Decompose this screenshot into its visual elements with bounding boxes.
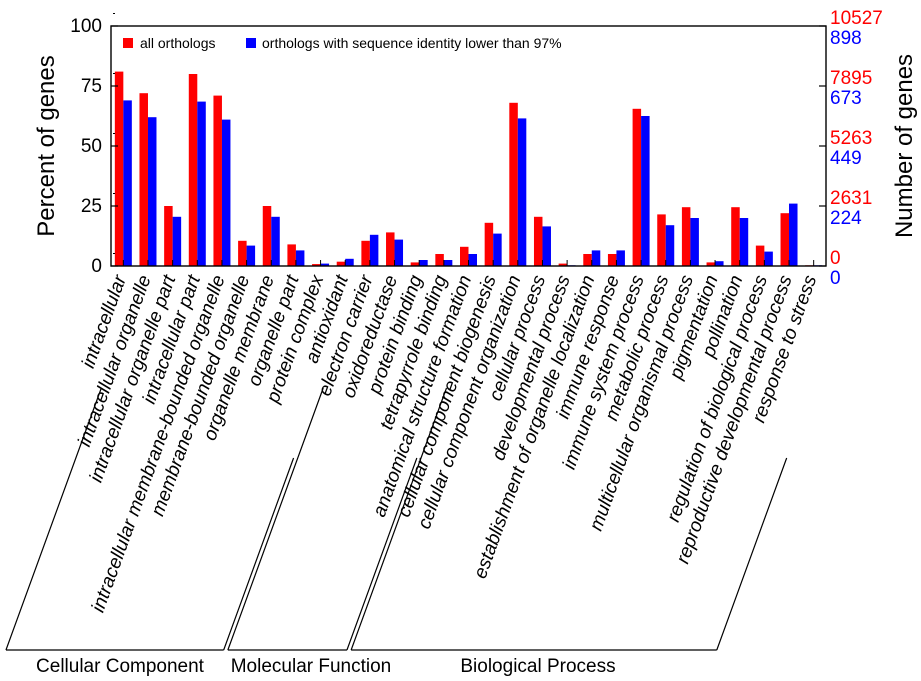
bar-all-26 (755, 245, 765, 266)
group-brackets (5, 387, 788, 651)
group-label-0: Cellular Component (36, 656, 205, 677)
bar-all-9 (336, 261, 346, 266)
y-axis-label-right: Number of genes (891, 54, 918, 238)
right-tick-label-low-identity-3: 673 (830, 88, 862, 109)
legend-label-all: all orthologs (140, 35, 216, 51)
bar-all-27 (780, 213, 790, 266)
bracket-right-2 (716, 457, 788, 651)
bar-low-identity-4 (221, 119, 231, 266)
group-labels: Cellular Component Molecular Function Biol… (36, 656, 616, 677)
bar-all-6 (262, 206, 272, 266)
bar-all-23 (681, 207, 691, 266)
bar-low-identity-11 (394, 239, 404, 266)
bar-all-17 (533, 216, 543, 266)
bar-low-identity-14 (468, 254, 477, 266)
bar-all-7 (287, 244, 296, 266)
bar-all-2 (164, 206, 173, 266)
bars (114, 71, 823, 267)
bar-all-16 (509, 102, 518, 266)
bar-low-identity-1 (147, 117, 157, 266)
left-tick-label-2: 50 (81, 136, 102, 157)
x-ticks (122, 260, 815, 266)
bar-low-identity-8 (320, 263, 330, 266)
bar-all-1 (139, 93, 148, 266)
bar-low-identity-13 (443, 260, 453, 266)
right-tick-label-low-identity-0: 0 (830, 268, 841, 289)
bracket-left-1 (227, 387, 324, 651)
right-tick-label-all-4: 10527 (830, 8, 883, 29)
y-axis-label-left: Percent of genes (33, 55, 60, 236)
bar-low-identity-23 (690, 218, 699, 266)
bar-all-3 (188, 74, 198, 266)
bar-low-identity-5 (246, 245, 256, 266)
left-tick-label-4: 100 (70, 16, 102, 37)
bar-low-identity-17 (542, 226, 551, 266)
bar-low-identity-9 (345, 258, 354, 266)
bar-all-8 (312, 264, 321, 266)
bar-low-identity-2 (172, 216, 182, 266)
bracket-right-1 (346, 457, 418, 651)
left-tick-label-0: 0 (91, 256, 102, 277)
bar-low-identity-16 (517, 118, 527, 267)
right-tick-label-low-identity-2: 449 (830, 148, 862, 169)
bar-low-identity-10 (369, 234, 379, 266)
bar-low-identity-21 (641, 116, 650, 266)
bar-low-identity-19 (591, 250, 601, 266)
bar-all-14 (460, 246, 469, 266)
bar-low-identity-15 (493, 233, 502, 266)
group-label-1: Molecular Function (231, 656, 392, 677)
bracket-left-0 (5, 387, 102, 651)
bar-low-identity-22 (665, 225, 675, 266)
bar-low-identity-20 (616, 250, 625, 266)
bar-all-11 (386, 232, 395, 266)
right-tick-label-all-1: 2631 (830, 188, 872, 209)
bar-low-identity-25 (739, 218, 749, 266)
group-label-2: Biological Process (460, 656, 615, 677)
left-axis: 0 25 50 75 100 (70, 13, 118, 277)
bar-all-22 (657, 214, 666, 266)
bar-low-identity-26 (764, 251, 773, 266)
bar-all-12 (410, 262, 420, 266)
bracket-left-2 (350, 387, 448, 651)
bar-all-0 (114, 71, 124, 266)
bar-all-18 (558, 263, 568, 266)
bar-low-identity-0 (123, 100, 132, 267)
bar-all-21 (632, 108, 642, 266)
bar-low-identity-3 (197, 101, 206, 266)
right-tick-label-all-3: 7895 (830, 68, 872, 89)
bar-low-identity-7 (295, 250, 305, 266)
legend-swatch-low-identity (246, 38, 256, 48)
right-tick-label-all-2: 5263 (830, 128, 872, 149)
bar-low-identity-12 (419, 260, 428, 266)
bar-all-19 (583, 254, 592, 266)
bracket-right-0 (223, 457, 295, 651)
bar-all-4 (213, 95, 222, 266)
bar-all-13 (435, 254, 444, 266)
bar-all-15 (484, 222, 494, 266)
bar-all-24 (706, 262, 716, 266)
bar-low-identity-24 (715, 261, 724, 266)
legend-swatch-all (123, 38, 133, 48)
left-tick-label-1: 25 (81, 196, 102, 217)
bar-low-identity-27 (789, 203, 798, 266)
bar-all-20 (607, 254, 617, 266)
legend-label-low-identity: orthologs with sequence identity lower t… (262, 35, 562, 51)
left-tick-label-3: 75 (81, 76, 102, 97)
bar-low-identity-6 (271, 216, 280, 266)
bar-all-25 (731, 207, 740, 266)
bar-all-10 (361, 240, 370, 266)
right-tick-label-all-0: 0 (830, 248, 841, 269)
right-tick-label-low-identity-1: 224 (830, 208, 862, 229)
legend: all orthologs orthologs with sequence id… (123, 35, 562, 51)
right-tick-label-low-identity-4: 898 (830, 28, 862, 49)
bar-all-5 (238, 240, 247, 266)
